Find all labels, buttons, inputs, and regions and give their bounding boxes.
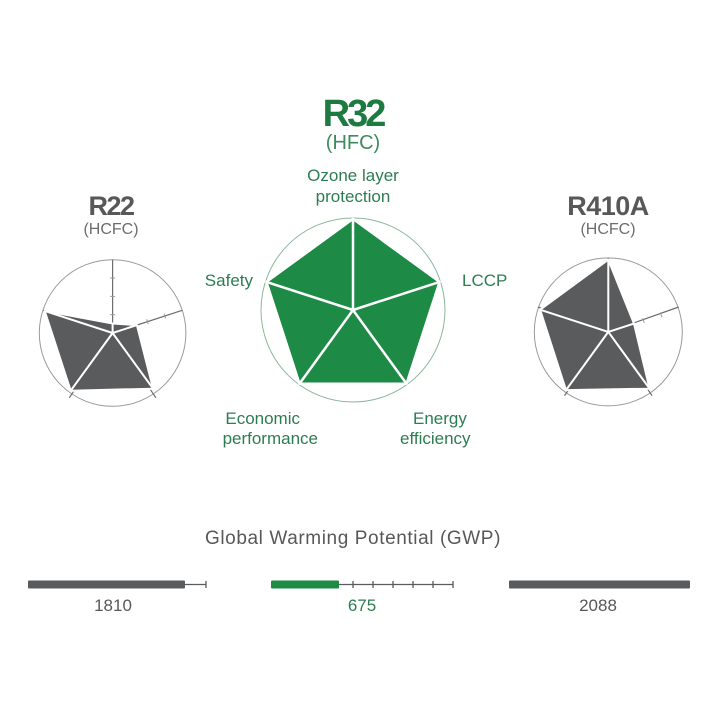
svg-text:Energy: Energy	[413, 409, 467, 428]
svg-text:675: 675	[348, 596, 376, 615]
svg-text:Ozone layer: Ozone layer	[307, 166, 399, 185]
svg-text:R32: R32	[323, 93, 386, 135]
svg-text:(HCFC): (HCFC)	[580, 221, 635, 238]
svg-text:(HFC): (HFC)	[326, 132, 380, 154]
svg-text:R410A: R410A	[567, 191, 649, 221]
svg-text:protection: protection	[316, 187, 391, 206]
svg-text:LCCP: LCCP	[462, 271, 507, 290]
svg-text:2088: 2088	[579, 596, 617, 615]
svg-text:R22: R22	[88, 191, 134, 221]
svg-text:(HCFC): (HCFC)	[83, 221, 138, 238]
svg-text:Global Warming Potential (GWP): Global Warming Potential (GWP)	[205, 528, 501, 549]
svg-text:Economic: Economic	[225, 409, 300, 428]
svg-text:performance: performance	[223, 429, 318, 448]
svg-text:efficiency: efficiency	[400, 429, 471, 448]
svg-text:Safety: Safety	[205, 271, 254, 290]
svg-text:1810: 1810	[94, 596, 132, 615]
